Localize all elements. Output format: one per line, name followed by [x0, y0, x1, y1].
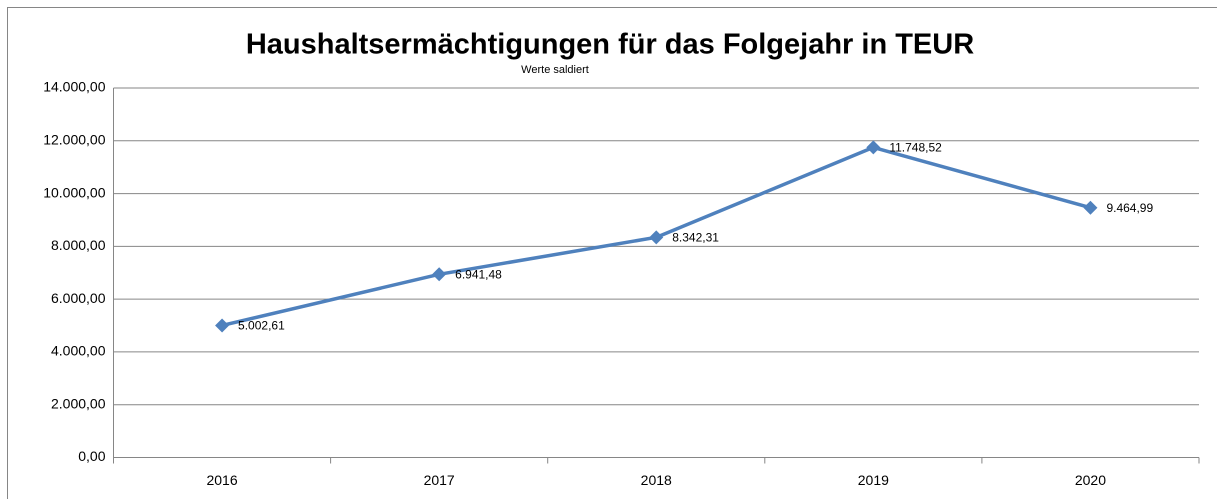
chart-border — [7, 7, 1217, 499]
chart-subtitle: Werte saldiert — [521, 64, 589, 76]
y-tick-label: 10.000,00 — [43, 184, 105, 200]
y-tick-label: 8.000,00 — [51, 237, 106, 253]
x-tick-label: 2016 — [206, 472, 237, 488]
x-tick-label: 2017 — [424, 472, 455, 488]
y-tick-label: 2.000,00 — [51, 395, 106, 411]
y-tick-label: 6.000,00 — [51, 290, 106, 306]
y-tick-label: 14.000,00 — [43, 79, 105, 95]
marker — [215, 318, 230, 333]
y-tick-label: 4.000,00 — [51, 343, 106, 359]
y-tick-label: 12.000,00 — [43, 131, 105, 147]
data-label: 6.941,48 — [455, 267, 502, 281]
marker — [432, 267, 447, 282]
marker — [866, 140, 881, 155]
x-tick-label: 2018 — [641, 472, 672, 488]
data-label: 8.342,31 — [672, 230, 719, 244]
data-label: 11.748,52 — [889, 141, 942, 155]
x-tick-label: 2019 — [858, 472, 889, 488]
data-label: 5.002,61 — [238, 319, 285, 333]
y-tick-label: 0,00 — [78, 448, 105, 464]
x-tick-label: 2020 — [1075, 472, 1106, 488]
chart-title: Haushaltsermächtigungen für das Folgejah… — [246, 29, 974, 61]
marker — [649, 230, 664, 245]
data-label: 9.464,99 — [1106, 201, 1153, 215]
marker — [1083, 200, 1098, 215]
